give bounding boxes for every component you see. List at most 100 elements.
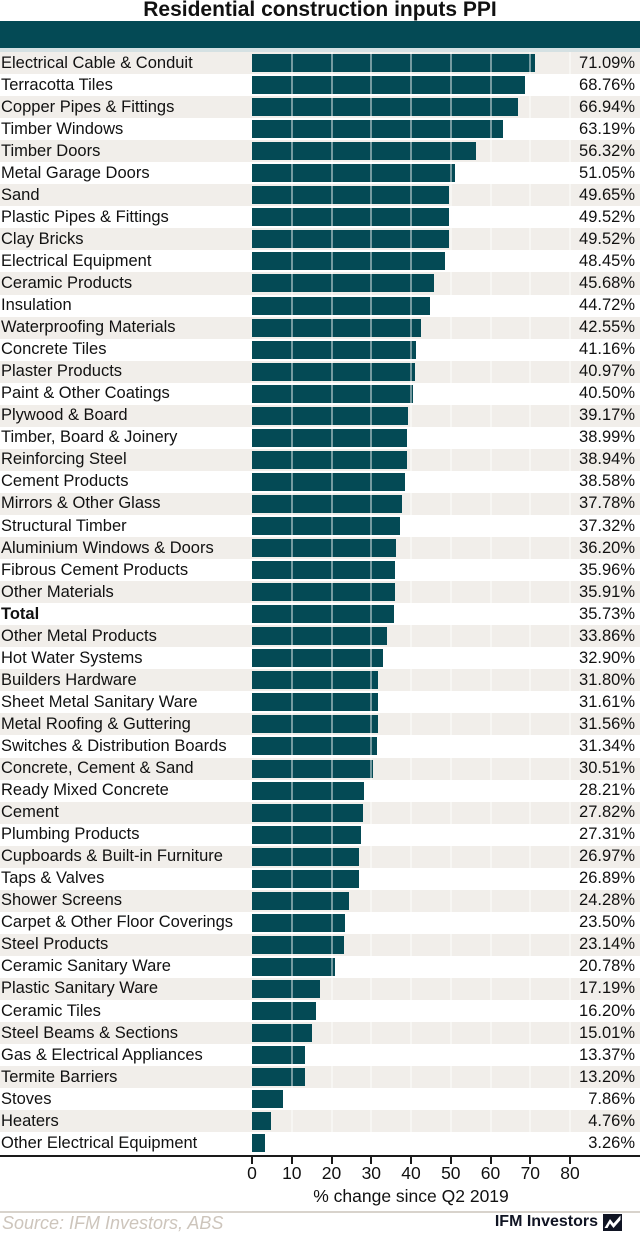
row-label: Concrete Tiles — [1, 340, 107, 359]
table-row: Plaster Products 40.97% — [0, 360, 640, 383]
row-value: 26.89% — [579, 869, 635, 888]
row-label: Other Electrical Equipment — [1, 1133, 198, 1152]
x-tick-mark — [410, 1157, 412, 1164]
bar — [252, 825, 361, 844]
bar — [252, 891, 349, 910]
row-value: 30.51% — [579, 759, 635, 778]
row-value: 45.68% — [579, 273, 635, 292]
row-label: Timber Windows — [1, 119, 124, 138]
row-value: 40.50% — [579, 384, 635, 403]
footer-divider — [0, 1211, 640, 1213]
x-tick-label: 60 — [480, 1163, 501, 1183]
bar — [252, 384, 413, 403]
table-row: Sand 49.65% — [0, 184, 640, 207]
table-row: Heaters 4.76% — [0, 1110, 640, 1133]
table-row: Metal Garage Doors 51.05% — [0, 162, 640, 184]
table-row: Gas & Electrical Appliances 13.37% — [0, 1044, 640, 1066]
row-value: 63.19% — [579, 119, 635, 138]
x-tick-mark — [569, 1157, 571, 1164]
table-row: Ceramic Sanitary Ware 20.78% — [0, 956, 640, 978]
bar — [252, 428, 407, 447]
row-value: 31.56% — [579, 714, 635, 733]
row-value: 35.91% — [579, 582, 635, 601]
row-value: 38.99% — [579, 428, 635, 447]
table-row: Builders Hardware 31.80% — [0, 669, 640, 692]
x-tick-mark — [449, 1157, 452, 1164]
bar — [252, 715, 378, 734]
row-value: 44.72% — [579, 296, 635, 315]
row-label: Electrical Cable & Conduit — [1, 53, 193, 72]
table-row: Taps & Valves 26.89% — [0, 868, 640, 890]
row-value: 23.14% — [579, 935, 635, 954]
row-value: 17.19% — [579, 979, 635, 998]
row-value: 56.32% — [579, 141, 635, 160]
row-label: Timber, Board & Joinery — [1, 428, 178, 447]
x-tick-mark — [251, 1157, 253, 1164]
table-row: Stoves 7.86% — [0, 1088, 640, 1110]
x-axis-title: % change since Q2 2019 — [313, 1186, 509, 1206]
bar — [252, 230, 449, 249]
row-value: 42.55% — [579, 318, 635, 337]
row-label: Concrete, Cement & Sand — [1, 759, 194, 778]
row-label: Plastic Sanitary Ware — [1, 979, 159, 998]
table-row: Electrical Equipment 48.45% — [0, 250, 640, 272]
bar — [252, 164, 455, 183]
row-label: Builders Hardware — [1, 670, 137, 689]
table-row: Structural Timber 37.32% — [0, 515, 640, 537]
row-value: 23.50% — [579, 913, 635, 932]
x-tick-label: 30 — [361, 1163, 382, 1183]
bar — [252, 1112, 271, 1131]
row-value: 13.37% — [579, 1045, 635, 1064]
table-row: Ceramic Tiles 16.20% — [0, 1000, 640, 1022]
row-label: Other Materials — [1, 582, 114, 601]
row-value: 16.20% — [579, 1001, 635, 1020]
row-label: Shower Screens — [1, 891, 123, 910]
row-label: Hot Water Systems — [1, 648, 143, 667]
bar — [252, 362, 415, 381]
row-label: Ready Mixed Concrete — [1, 781, 169, 800]
x-tick-mark — [529, 1157, 532, 1164]
table-row: Plumbing Products 27.31% — [0, 824, 640, 846]
bar — [252, 693, 378, 712]
row-value: 48.45% — [579, 251, 635, 270]
table-row: Clay Bricks 49.52% — [0, 228, 640, 251]
bar — [252, 759, 374, 778]
row-value: 66.94% — [579, 97, 635, 116]
row-value: 40.97% — [579, 362, 635, 381]
row-label: Timber Doors — [1, 141, 101, 160]
row-value: 51.05% — [579, 163, 635, 182]
row-value: 32.90% — [579, 648, 635, 667]
table-row: Cement Products 38.58% — [0, 471, 640, 493]
row-value: 24.28% — [579, 891, 635, 910]
bar — [252, 1090, 284, 1109]
row-value: 39.17% — [579, 406, 635, 425]
table-row: Plastic Pipes & Fittings 49.52% — [0, 206, 640, 228]
row-value: 3.26% — [588, 1133, 635, 1152]
bar — [252, 406, 408, 425]
bar — [252, 1024, 312, 1043]
table-row: Metal Roofing & Guttering 31.56% — [0, 713, 640, 736]
row-label: Heaters — [1, 1111, 59, 1130]
x-tick-label: 40 — [401, 1163, 421, 1183]
bar — [252, 1068, 305, 1087]
table-row: Concrete, Cement & Sand 30.51% — [0, 757, 640, 780]
table-row: Timber, Board & Joinery 38.99% — [0, 427, 640, 449]
x-tick-mark — [489, 1157, 492, 1164]
row-value: 28.21% — [579, 781, 635, 800]
table-row: Plastic Sanitary Ware 17.19% — [0, 977, 640, 1001]
row-value: 36.20% — [579, 538, 635, 557]
row-value: 31.34% — [579, 736, 635, 755]
row-value: 31.80% — [579, 670, 635, 689]
table-row: Copper Pipes & Fittings 66.94% — [0, 96, 640, 119]
row-label: Clay Bricks — [1, 229, 84, 248]
table-row: Waterproofing Materials 42.55% — [0, 316, 640, 339]
row-label: Taps & Valves — [1, 869, 105, 888]
x-tick-label: 70 — [520, 1163, 541, 1183]
x-tick-mark — [330, 1157, 333, 1164]
table-row: Total 35.73% — [0, 603, 640, 625]
row-label: Metal Garage Doors — [1, 163, 150, 182]
bar — [252, 120, 504, 139]
bar — [252, 737, 377, 756]
x-tick-mark — [290, 1157, 293, 1164]
bar — [252, 318, 422, 337]
